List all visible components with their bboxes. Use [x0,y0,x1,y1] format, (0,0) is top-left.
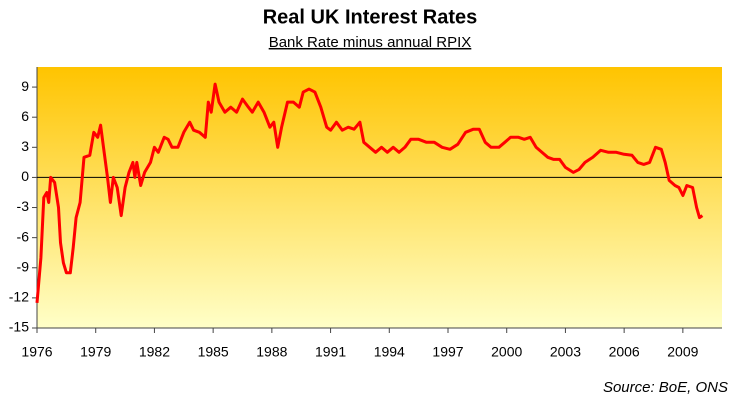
y-tick-label: -12 [9,289,29,305]
x-tick-label: 1991 [315,344,346,360]
y-tick-label: 3 [21,138,29,154]
plot-area [37,67,722,328]
x-tick-label: 1988 [256,344,287,360]
x-tick-label: 1979 [80,344,111,360]
x-tick-label: 2003 [550,344,581,360]
y-tick-label: -6 [17,228,30,244]
x-tick-label: 1994 [374,344,405,360]
y-tick-label: -15 [9,319,29,335]
x-tick-label: 1997 [432,344,463,360]
y-tick-label: -9 [17,258,30,274]
y-tick-label: 0 [21,168,29,184]
x-tick-label: 2009 [667,344,698,360]
x-tick-label: 1985 [198,344,229,360]
x-tick-label: 2000 [491,344,522,360]
y-tick-label: 9 [21,78,29,94]
x-tick-label: 1976 [21,344,52,360]
x-tick-label: 1982 [139,344,170,360]
data-line [35,82,704,304]
chart-title: Real UK Interest Rates [263,6,478,28]
y-tick-label: -3 [17,198,30,214]
x-tick-label: 2006 [609,344,640,360]
chart-subtitle: Bank Rate minus annual RPIX [269,34,472,51]
y-tick-label: 6 [21,108,29,124]
source-note: Source: BoE, ONS [603,379,728,396]
